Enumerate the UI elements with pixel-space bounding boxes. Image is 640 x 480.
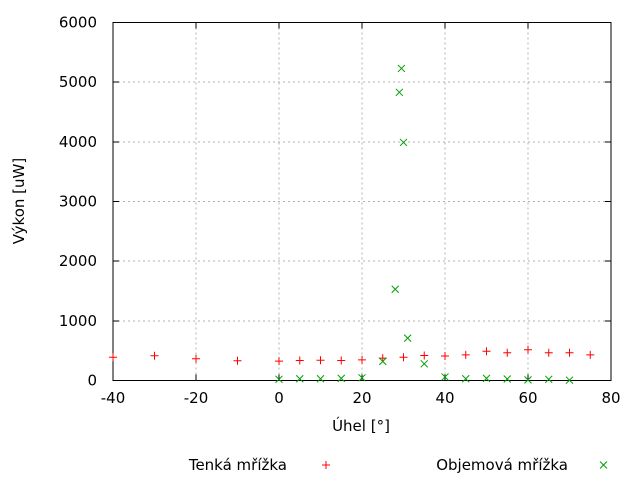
y-tick-label: 3000 xyxy=(59,193,97,211)
legend-label-tenka-mrizka: Tenká mřížka xyxy=(188,456,287,474)
y-tick-label: 4000 xyxy=(59,133,97,151)
y-tick-label: 1000 xyxy=(59,312,97,330)
x-tick-label: -40 xyxy=(101,389,126,407)
y-tick-label: 6000 xyxy=(59,14,97,32)
x-axis-title: Úhel [°] xyxy=(332,416,390,435)
series-0-points xyxy=(109,345,595,366)
plot-generated-layer: -40 -20 0 20 40 60 80 0 1000 2000 3000 4000 5000 6000 xyxy=(59,14,621,469)
x-tick-label: 40 xyxy=(435,389,454,407)
x-tick-label: 0 xyxy=(274,389,284,407)
legend-marker-plus-icon xyxy=(322,461,330,469)
y-tick-label: 5000 xyxy=(59,73,97,91)
x-tick-label: 20 xyxy=(352,389,371,407)
legend-label-objemova-mrizka: Objemová mřížka xyxy=(436,456,568,474)
y-axis-title: Výkon [uW] xyxy=(10,158,28,244)
y-tick-label: 2000 xyxy=(59,252,97,270)
legend-marker-cross-icon xyxy=(599,461,608,469)
x-tick-label: 60 xyxy=(518,389,537,407)
x-tick-label: -20 xyxy=(184,389,209,407)
plot-border xyxy=(112,22,612,381)
series-1-points xyxy=(275,64,574,385)
x-tick-label: 80 xyxy=(601,389,620,407)
y-tick-label: 0 xyxy=(87,372,97,390)
